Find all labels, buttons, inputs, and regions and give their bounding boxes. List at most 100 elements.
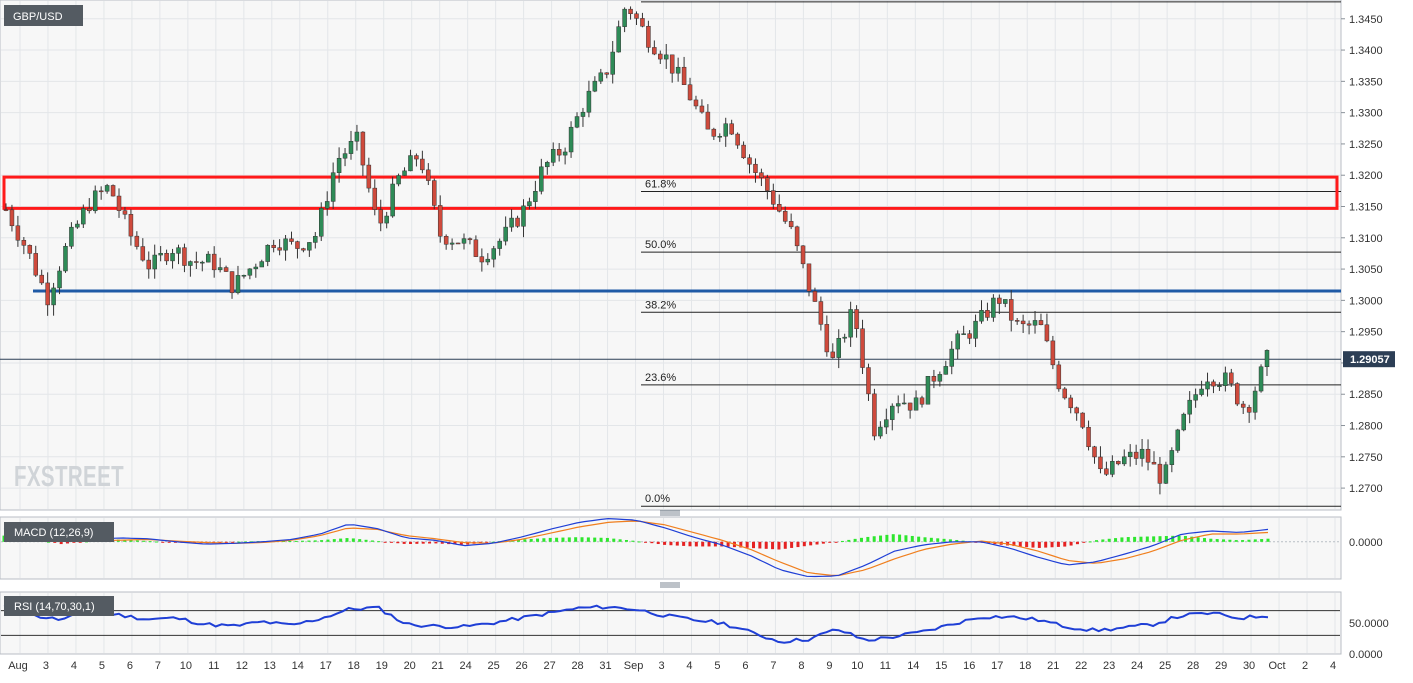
svg-text:FXSTREET: FXSTREET xyxy=(14,461,124,493)
macd-hist-bar xyxy=(1247,539,1251,542)
candle-body xyxy=(360,131,366,166)
macd-hist-bar xyxy=(942,538,946,542)
candle-body xyxy=(9,209,15,227)
macd-hist-bar xyxy=(1139,536,1143,542)
rsi-tick-label: 0.0000 xyxy=(1349,649,1383,661)
macd-hist-bar xyxy=(701,541,705,547)
candle-body xyxy=(753,163,758,173)
candle-body xyxy=(1151,461,1157,465)
macd-hist-bar xyxy=(491,541,495,543)
macd-hist-bar xyxy=(428,541,432,544)
x-tick-label: 27 xyxy=(543,660,555,672)
candle-body xyxy=(788,221,794,228)
candle-body xyxy=(98,190,104,193)
x-tick-label: 18 xyxy=(1019,660,1031,672)
macd-hist-bar xyxy=(415,541,419,544)
x-tick-label: 18 xyxy=(348,660,360,672)
macd-hist-bar xyxy=(294,540,298,542)
candle-body xyxy=(384,215,389,224)
candle-body xyxy=(533,191,538,202)
candle-body xyxy=(217,267,223,271)
candle-body xyxy=(836,337,841,358)
macd-hist-bar xyxy=(764,541,768,549)
x-tick-label: 29 xyxy=(1215,660,1227,672)
macd-hist-bar xyxy=(917,536,921,542)
x-tick-label: 14 xyxy=(292,660,304,672)
panel-splitter-2[interactable] xyxy=(660,582,680,588)
candle-body xyxy=(319,208,324,237)
candle-body xyxy=(473,239,479,257)
candle-body xyxy=(854,309,859,330)
x-tick-label: 10 xyxy=(851,660,863,672)
candle-body xyxy=(598,72,604,82)
macd-hist-bar xyxy=(53,541,57,543)
candle-body xyxy=(890,405,895,420)
candle-body xyxy=(782,210,788,222)
candle-body xyxy=(794,226,800,247)
macd-hist-bar xyxy=(536,538,540,542)
macd-hist-bar xyxy=(758,541,762,549)
macd-hist-bar xyxy=(46,541,50,543)
macd-hist-bar xyxy=(59,541,63,545)
macd-hist-bar xyxy=(231,541,235,543)
candle-body xyxy=(1157,463,1163,484)
x-tick-label: 14 xyxy=(907,660,919,672)
candle-body xyxy=(884,419,889,428)
macd-hist-bar xyxy=(707,541,711,547)
candle-body xyxy=(75,223,80,228)
candle-body xyxy=(1008,299,1014,321)
macd-hist-bar xyxy=(631,540,635,542)
fib-label: 23.6% xyxy=(645,372,676,384)
macd-hist-bar xyxy=(574,537,578,542)
last-price-text: 1.29057 xyxy=(1350,354,1390,366)
candle-body xyxy=(866,367,871,395)
x-tick-label: 6 xyxy=(127,660,133,672)
candle-body xyxy=(949,348,954,367)
macd-hist-bar xyxy=(301,540,305,542)
candle-body xyxy=(3,209,9,211)
x-tick-label: 11 xyxy=(208,660,219,672)
candle-body xyxy=(128,214,134,237)
candle-body xyxy=(1068,397,1073,409)
macd-hist-bar xyxy=(1215,539,1219,542)
candle-body xyxy=(806,263,812,292)
macd-hist-bar xyxy=(586,537,590,542)
candle-body xyxy=(1121,456,1127,465)
macd-hist-bar xyxy=(1190,536,1194,542)
x-tick-label: Aug xyxy=(8,660,28,672)
candle-body xyxy=(973,320,978,339)
candle-body xyxy=(336,157,342,173)
candle-body xyxy=(1020,320,1026,325)
candle-body xyxy=(628,8,633,15)
candle-body xyxy=(1229,372,1234,384)
macd-hist-bar xyxy=(1126,537,1130,542)
x-tick-label: 5 xyxy=(99,660,105,672)
candle-body xyxy=(188,261,193,266)
panel-splitter-1[interactable] xyxy=(660,510,680,516)
macd-hist-bar xyxy=(1202,538,1206,542)
macd-hist-bar xyxy=(1088,541,1092,543)
x-tick-label: 31 xyxy=(599,660,611,672)
candle-body xyxy=(658,53,663,60)
candle-body xyxy=(1205,381,1210,390)
price-tick-label: 1.3200 xyxy=(1349,170,1383,182)
candle-body xyxy=(580,111,586,117)
macd-hist-bar xyxy=(313,540,317,542)
candle-body xyxy=(1062,388,1068,399)
candle-body xyxy=(307,242,312,251)
macd-hist-bar xyxy=(688,541,692,547)
candle-body xyxy=(1252,390,1258,413)
macd-hist-bar xyxy=(1266,538,1270,542)
candle-body xyxy=(634,13,639,19)
x-tick-label: 26 xyxy=(515,660,527,672)
macd-hist-bar xyxy=(599,537,603,542)
candle-body xyxy=(515,217,520,227)
macd-hist-bar xyxy=(542,538,546,542)
x-tick-label: 3 xyxy=(43,660,49,672)
candle-body xyxy=(741,144,746,159)
candle-body xyxy=(586,90,592,113)
candle-body xyxy=(824,324,830,353)
macd-hist-bar xyxy=(173,541,177,543)
macd-hist-bar xyxy=(624,539,628,542)
candle-body xyxy=(669,54,675,74)
